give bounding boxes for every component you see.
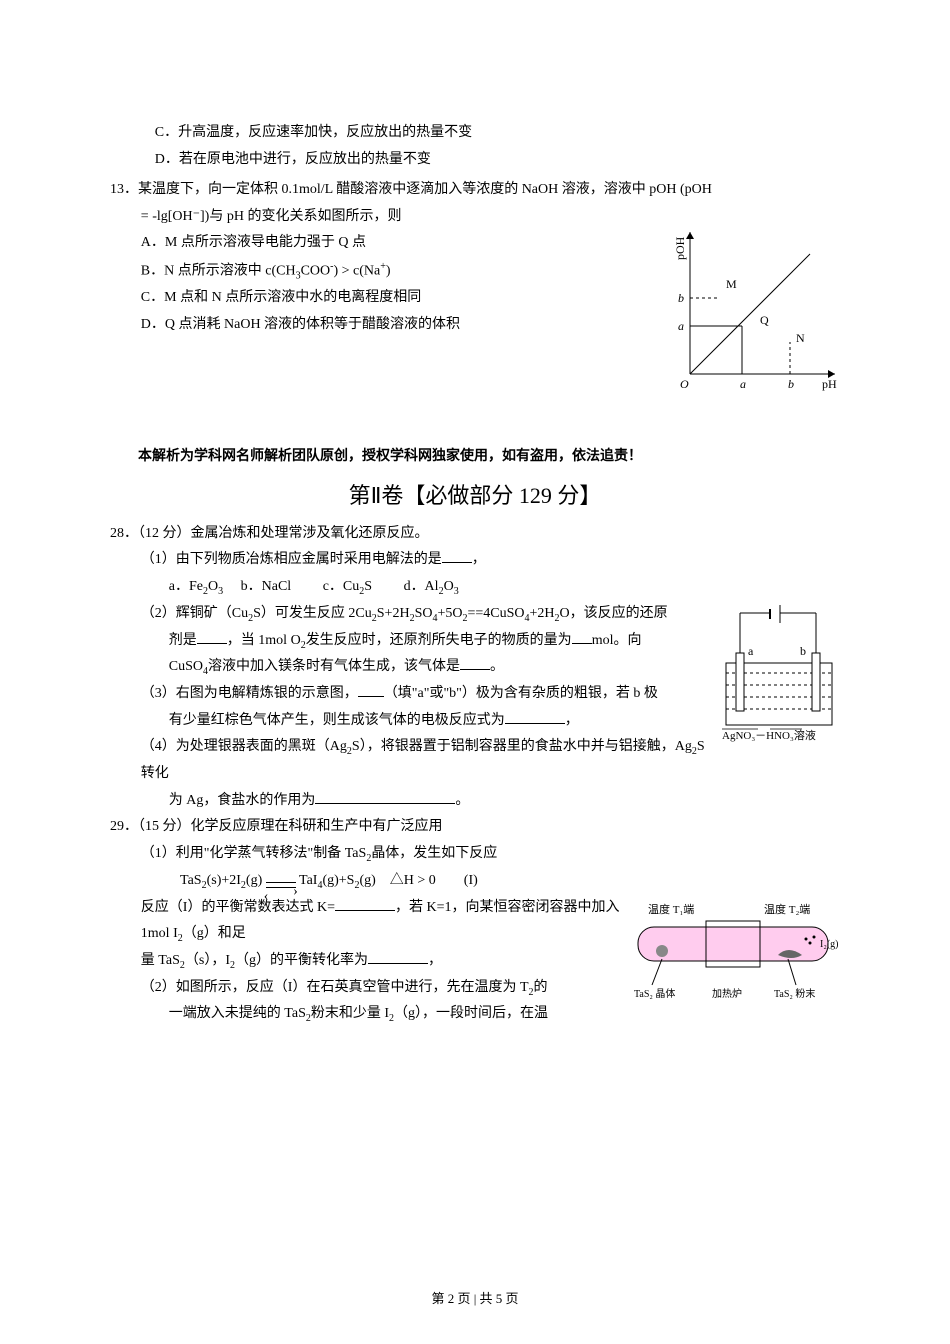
q28-p4-line2: 为 Ag，食盐水的作用为。 (169, 788, 840, 815)
svg-text:pH: pH (822, 377, 837, 391)
svg-text:b: b (800, 644, 806, 658)
q28-block: 28．（12 分）金属冶炼和处理常涉及氧化还原反应。 （1）由下列物质冶炼相应金… (110, 521, 840, 815)
q29-block: 29．（15 分）化学反应原理在科研和生产中有广泛应用 （1）利用"化学蒸气转移… (110, 814, 840, 1028)
q13-graph: b a a b O pH pOH M Q N (670, 224, 840, 405)
svg-text:N: N (796, 331, 805, 345)
q28-p1-opts: a．Fe2O3 b．NaCl c．Cu2S d．Al2O3 (169, 574, 840, 601)
q28-figure: a b AgNO₃－HNO₃溶液 (722, 603, 840, 754)
q28-p1: （1）由下列物质冶炼相应金属时采用电解法的是， (141, 547, 840, 574)
svg-text:O: O (680, 377, 689, 391)
svg-text:AgNO₃－HNO₃溶液: AgNO₃－HNO₃溶液 (722, 728, 816, 742)
svg-text:a: a (740, 377, 746, 391)
svg-text:加热炉: 加热炉 (712, 987, 742, 1000)
svg-text:b: b (788, 377, 794, 391)
section2-title: 第Ⅱ卷【必做部分 129 分】 (110, 475, 840, 517)
svg-text:I₂(g): I₂(g) (820, 939, 838, 950)
q29-p1-line1: （1）利用"化学蒸气转移法"制备 TaS2晶体，发生如下反应 (141, 841, 840, 868)
svg-text:a: a (678, 319, 684, 333)
q12-option-c: C．升高温度，反应速率加快，反应放出的热量不变 (155, 120, 840, 147)
disclaimer: 本解析为学科网名师解析团队原创，授权学科网独家使用，如有盗用，依法追责！ (110, 444, 840, 471)
svg-text:pOH: pOH (673, 236, 687, 260)
svg-text:b: b (678, 291, 684, 305)
q12-option-d: D．若在原电池中进行，反应放出的热量不变 (155, 147, 840, 174)
svg-text:M: M (726, 277, 737, 291)
q13-stem1: 13．某温度下，向一定体积 0.1mol/L 醋酸溶液中逐滴加入等浓度的 NaO… (110, 177, 840, 204)
q13-block: 13．某温度下，向一定体积 0.1mol/L 醋酸溶液中逐滴加入等浓度的 NaO… (110, 177, 840, 404)
page-footer: 第 2 页 | 共 5 页 (0, 1287, 950, 1312)
q29-figure: 温度 T₁端 温度 T₂端 I₂(g) TaS₂ 晶体 加热炉 (628, 899, 840, 1020)
q29-eq: TaS2(s)+2I2(g) › ‹ TaI4(g)+S2(g) △H > 0 … (180, 868, 840, 895)
q29-stem: 29．（15 分）化学反应原理在科研和生产中有广泛应用 (110, 814, 840, 841)
svg-text:TaS₂ 晶体: TaS₂ 晶体 (634, 988, 675, 1000)
svg-text:温度 T₁端: 温度 T₁端 (648, 902, 694, 916)
q28-stem: 28．（12 分）金属冶炼和处理常涉及氧化还原反应。 (110, 521, 840, 548)
svg-text:温度 T₂端: 温度 T₂端 (764, 902, 810, 916)
svg-text:Q: Q (760, 313, 769, 327)
svg-text:TaS₂ 粉末: TaS₂ 粉末 (774, 987, 815, 1000)
svg-text:a: a (748, 644, 754, 658)
